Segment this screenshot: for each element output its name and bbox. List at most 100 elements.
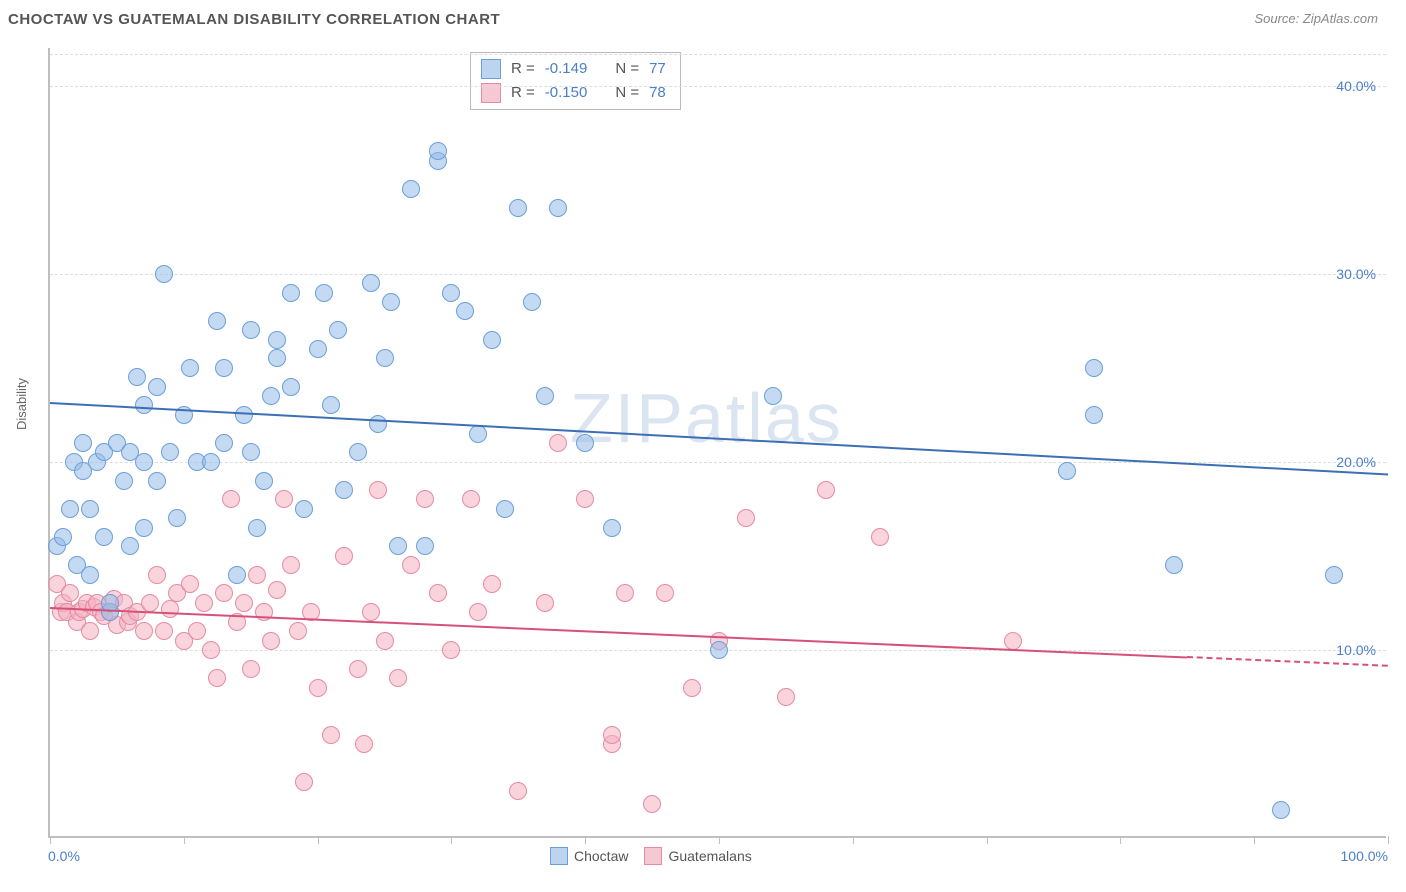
scatter-point-choctaw <box>135 453 153 471</box>
scatter-point-guatemalans <box>222 490 240 508</box>
y-axis-label: Disability <box>14 378 29 430</box>
scatter-point-choctaw <box>81 566 99 584</box>
scatter-point-choctaw <box>128 368 146 386</box>
scatter-point-guatemalans <box>369 481 387 499</box>
legend-label: Guatemalans <box>668 848 751 864</box>
scatter-point-guatemalans <box>61 584 79 602</box>
scatter-point-choctaw <box>322 396 340 414</box>
legend-item: Guatemalans <box>644 847 751 865</box>
scatter-point-guatemalans <box>242 660 260 678</box>
scatter-point-choctaw <box>442 284 460 302</box>
scatter-point-guatemalans <box>549 434 567 452</box>
scatter-point-choctaw <box>268 349 286 367</box>
x-tick <box>318 836 319 844</box>
scatter-point-guatemalans <box>81 622 99 640</box>
scatter-point-choctaw <box>148 472 166 490</box>
scatter-point-guatemalans <box>777 688 795 706</box>
legend-bottom: ChoctawGuatemalans <box>550 847 752 865</box>
x-tick <box>853 836 854 844</box>
scatter-point-choctaw <box>161 443 179 461</box>
scatter-point-choctaw <box>402 180 420 198</box>
legend-stats-box: R =-0.149N =77R =-0.150N =78 <box>470 52 681 110</box>
scatter-point-choctaw <box>1085 359 1103 377</box>
scatter-point-choctaw <box>329 321 347 339</box>
legend-swatch <box>644 847 662 865</box>
scatter-point-guatemalans <box>322 726 340 744</box>
scatter-point-choctaw <box>215 434 233 452</box>
scatter-point-choctaw <box>248 519 266 537</box>
legend-swatch <box>550 847 568 865</box>
scatter-point-choctaw <box>309 340 327 358</box>
scatter-point-choctaw <box>416 537 434 555</box>
scatter-point-choctaw <box>496 500 514 518</box>
scatter-point-choctaw <box>208 312 226 330</box>
scatter-point-choctaw <box>181 359 199 377</box>
scatter-point-guatemalans <box>135 622 153 640</box>
scatter-point-choctaw <box>135 396 153 414</box>
scatter-point-choctaw <box>54 528 72 546</box>
scatter-point-choctaw <box>155 265 173 283</box>
x-tick <box>1254 836 1255 844</box>
scatter-point-choctaw <box>509 199 527 217</box>
scatter-point-choctaw <box>315 284 333 302</box>
scatter-point-guatemalans <box>616 584 634 602</box>
scatter-point-guatemalans <box>376 632 394 650</box>
scatter-point-guatemalans <box>442 641 460 659</box>
trend-line <box>50 402 1388 475</box>
page-title: CHOCTAW VS GUATEMALAN DISABILITY CORRELA… <box>8 11 500 28</box>
scatter-point-choctaw <box>362 274 380 292</box>
scatter-point-choctaw <box>215 359 233 377</box>
scatter-point-guatemalans <box>429 584 447 602</box>
scatter-point-guatemalans <box>248 566 266 584</box>
scatter-point-guatemalans <box>155 622 173 640</box>
scatter-point-guatemalans <box>469 603 487 621</box>
scatter-point-guatemalans <box>195 594 213 612</box>
x-tick <box>184 836 185 844</box>
scatter-point-choctaw <box>1272 801 1290 819</box>
scatter-point-choctaw <box>268 331 286 349</box>
scatter-point-guatemalans <box>509 782 527 800</box>
scatter-point-choctaw <box>202 453 220 471</box>
scatter-point-choctaw <box>369 415 387 433</box>
gridline-h <box>50 274 1386 275</box>
scatter-point-choctaw <box>603 519 621 537</box>
scatter-point-choctaw <box>349 443 367 461</box>
scatter-point-guatemalans <box>576 490 594 508</box>
scatter-point-choctaw <box>282 284 300 302</box>
source-credit: Source: ZipAtlas.com <box>1254 10 1378 28</box>
x-tick-label: 100.0% <box>1341 848 1388 864</box>
scatter-point-choctaw <box>335 481 353 499</box>
scatter-point-choctaw <box>710 641 728 659</box>
scatter-point-choctaw <box>536 387 554 405</box>
scatter-point-choctaw <box>549 199 567 217</box>
scatter-point-guatemalans <box>215 584 233 602</box>
x-tick-label: 0.0% <box>48 848 80 864</box>
scatter-point-choctaw <box>74 434 92 452</box>
scatter-point-guatemalans <box>268 581 286 599</box>
scatter-point-guatemalans <box>181 575 199 593</box>
chart-area: ZIPatlas R =-0.149N =77R =-0.150N =78 10… <box>48 48 1386 838</box>
x-tick <box>1120 836 1121 844</box>
scatter-point-choctaw <box>295 500 313 518</box>
scatter-point-choctaw <box>1325 566 1343 584</box>
scatter-point-guatemalans <box>295 773 313 791</box>
scatter-point-guatemalans <box>349 660 367 678</box>
y-tick-label: 20.0% <box>1336 454 1376 470</box>
legend-stats-row: R =-0.149N =77 <box>481 57 666 81</box>
watermark-text: ZIPatlas <box>570 378 843 458</box>
scatter-point-choctaw <box>282 378 300 396</box>
scatter-point-guatemalans <box>188 622 206 640</box>
scatter-point-choctaw <box>168 509 186 527</box>
scatter-point-guatemalans <box>656 584 674 602</box>
scatter-point-guatemalans <box>416 490 434 508</box>
scatter-point-choctaw <box>523 293 541 311</box>
scatter-point-guatemalans <box>208 669 226 687</box>
scatter-point-choctaw <box>61 500 79 518</box>
scatter-point-choctaw <box>235 406 253 424</box>
scatter-point-guatemalans <box>643 795 661 813</box>
scatter-point-guatemalans <box>262 632 280 650</box>
x-tick <box>50 836 51 844</box>
scatter-point-choctaw <box>764 387 782 405</box>
scatter-point-guatemalans <box>683 679 701 697</box>
scatter-point-choctaw <box>95 528 113 546</box>
